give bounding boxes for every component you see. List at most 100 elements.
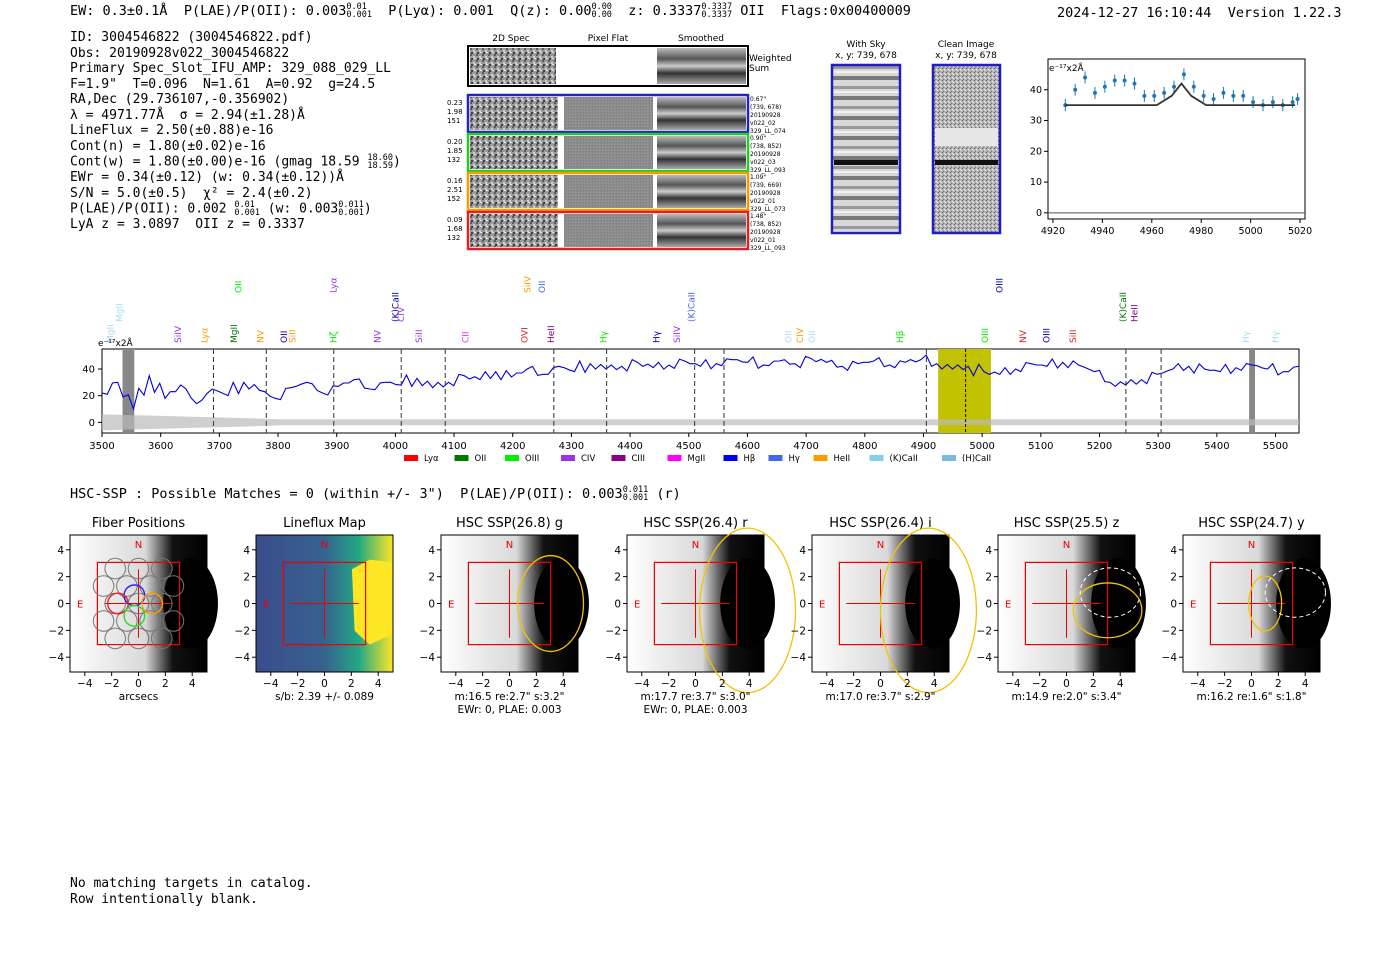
spectrum-ticks: 3500 3600 3700 3800 3900 4000 4100 4200 4300 4400… bbox=[82, 365, 1288, 453]
spectral-line-label: OIII bbox=[1043, 328, 1053, 343]
spectral-line-label: SiIV bbox=[174, 325, 184, 343]
hsc-y-tick-label: 0 bbox=[57, 599, 64, 611]
spectral-line-label: HeII bbox=[547, 325, 557, 343]
spectral-line-label: Hγ bbox=[1271, 330, 1281, 343]
hsc-panel-title: HSC SSP(26.8) g bbox=[456, 516, 563, 531]
spectral-line-label: HeII bbox=[1131, 304, 1141, 322]
north-label: N bbox=[321, 540, 328, 551]
hsc-panel-group: Fiber Positions N E −4 −4 −2 −2 0 0 2 2 4 4 arcsecs Li… bbox=[49, 516, 1331, 716]
north-label: N bbox=[1248, 540, 1255, 551]
hsc-y-tick-label: 0 bbox=[799, 599, 806, 611]
legend-label: (K)CaII bbox=[890, 454, 918, 464]
hsc-x-tick-label: 4 bbox=[931, 678, 938, 690]
cutout-pixel-flat bbox=[564, 136, 653, 169]
zoom-x-tick-label: 4920 bbox=[1041, 226, 1065, 235]
aperture-box bbox=[838, 561, 923, 646]
hsc-x-tick-label: −4 bbox=[1005, 678, 1021, 690]
zoom-y-tick-label: 10 bbox=[1030, 177, 1042, 188]
col-header-smooth: Smoothed bbox=[678, 34, 724, 44]
spectral-line-label: NV bbox=[256, 329, 266, 343]
info-lya-oii: LyA z = 3.0897 OII z = 0.3337 bbox=[70, 217, 305, 232]
zoom-axes bbox=[1047, 58, 1306, 220]
header-ew: EW: 0.3±0.1Å bbox=[70, 3, 168, 19]
fiber-circle bbox=[162, 575, 185, 597]
cutout-row-frame bbox=[466, 210, 750, 251]
east-label: E bbox=[1005, 600, 1011, 611]
cutout-left-label: 132 bbox=[447, 156, 460, 164]
hsc-x-tick-label: −2 bbox=[1217, 678, 1232, 690]
legend-swatch bbox=[942, 455, 956, 461]
cutout-pixel-flat bbox=[564, 175, 653, 208]
spectrum-x-tick-label: 4300 bbox=[559, 441, 584, 452]
cutout-right-label: (739, 669) bbox=[750, 182, 781, 189]
header-flags: Flags:0x00400009 bbox=[780, 3, 911, 19]
hsc-panel-title: HSC SSP(24.7) y bbox=[1198, 516, 1305, 531]
aperture-box bbox=[1209, 561, 1294, 646]
hsc-y-tick-label: 4 bbox=[985, 545, 992, 557]
cutout-right-label: 1.09" bbox=[750, 174, 766, 181]
hsc-x-tick-label: 0 bbox=[506, 678, 513, 690]
zoom-data-point bbox=[1112, 78, 1117, 83]
hsc-y-tick-label: 4 bbox=[1170, 545, 1177, 557]
cutout-left-label: 1.85 bbox=[447, 147, 463, 155]
fiber-green bbox=[123, 604, 146, 627]
aperture-box bbox=[467, 561, 552, 646]
spectrum-x-tick-label: 5200 bbox=[1087, 441, 1112, 452]
hsc-summary: HSC-SSP : Possible Matches = 0 (within +… bbox=[70, 485, 681, 503]
spectral-line-label: Lyα bbox=[201, 327, 211, 343]
east-label: E bbox=[819, 600, 825, 611]
zoom-data-point bbox=[1162, 90, 1167, 95]
timestamp: 2024-12-27 16:10:44 bbox=[1057, 5, 1212, 21]
aperture-box bbox=[1024, 561, 1109, 646]
spectral-line-label: CIV bbox=[796, 327, 806, 343]
clean-image-title: Clean Image bbox=[938, 40, 995, 50]
info-fit: F=1.9" T=0.096 N=1.61 A=0.92 g=24.5 bbox=[70, 76, 376, 92]
hsc-y-tick-label: 4 bbox=[614, 545, 621, 557]
hsc-y-tick-label: −4 bbox=[49, 652, 65, 664]
hsc-x-tick-label: 2 bbox=[904, 678, 911, 690]
zoom-ticks: 4920 4940 4960 4980 5000 5020 0 10 20 30 40 bbox=[1030, 85, 1312, 235]
header-z-bounds: 0.3337 0.3337 bbox=[701, 2, 733, 20]
clean-image-coords: x, y: 739, 678 bbox=[935, 51, 997, 61]
spectrum-x-tick-label: 4700 bbox=[793, 441, 818, 452]
hsc-y-tick-label: 2 bbox=[1170, 572, 1177, 584]
hsc-y-tick-label: 0 bbox=[1170, 599, 1177, 611]
masked-band bbox=[122, 349, 135, 433]
clean-image bbox=[931, 63, 1002, 235]
cutout-right-label: 20190928 bbox=[750, 229, 781, 236]
cutout-right-label: 329_LL_074 bbox=[750, 128, 786, 135]
fiber-circle bbox=[92, 610, 115, 632]
spectral-line-label: OII bbox=[538, 281, 548, 293]
hsc-caption: s/b: 2.39 +/- 0.089 bbox=[275, 691, 374, 703]
zoom-data-point bbox=[1132, 81, 1137, 86]
spectrum-x-tick-label: 3700 bbox=[207, 441, 232, 452]
hsc-y-tick-label: 2 bbox=[799, 572, 806, 584]
spectral-line-label: SiIV bbox=[523, 275, 533, 293]
spectral-line-label: Lyα bbox=[330, 277, 340, 293]
legend-label: Lyα bbox=[424, 454, 439, 464]
hsc-caption: m:14.9 re:2.0" s:3.4" bbox=[1012, 691, 1122, 703]
info-id: ID: 3004546822 (3004546822.pdf) bbox=[70, 30, 313, 45]
aperture-box bbox=[653, 561, 738, 646]
hsc-y-tick-label: 4 bbox=[799, 545, 806, 557]
hsc-panel: Fiber Positions N E −4 −4 −2 −2 0 0 2 2 4 4 arcsecs bbox=[49, 516, 218, 703]
bright-source bbox=[720, 558, 775, 649]
spectral-line-label: MgII bbox=[116, 303, 126, 322]
hsc-x-tick-label: 4 bbox=[189, 678, 196, 690]
source-ellipse bbox=[879, 527, 978, 694]
hsc-x-tick-label: −2 bbox=[290, 678, 305, 690]
source-ellipse bbox=[698, 527, 797, 694]
hsc-y-tick-label: 2 bbox=[614, 572, 621, 584]
zoom-x-tick-label: 4980 bbox=[1189, 226, 1213, 235]
cutout-row-frame bbox=[466, 132, 750, 173]
spectral-line-label: OII bbox=[280, 331, 290, 343]
hsc-caption: m:17.7 re:3.7" s:3.0" bbox=[641, 691, 751, 703]
hsc-x-tick-label: 0 bbox=[877, 678, 884, 690]
hsc-x-tick-label: −2 bbox=[661, 678, 676, 690]
dashed-ellipse bbox=[1079, 567, 1141, 618]
fiber-circle bbox=[162, 610, 185, 632]
cutout-left-label: 1.98 bbox=[447, 108, 463, 116]
header-qz: Q(z): 0.00 bbox=[510, 3, 592, 19]
